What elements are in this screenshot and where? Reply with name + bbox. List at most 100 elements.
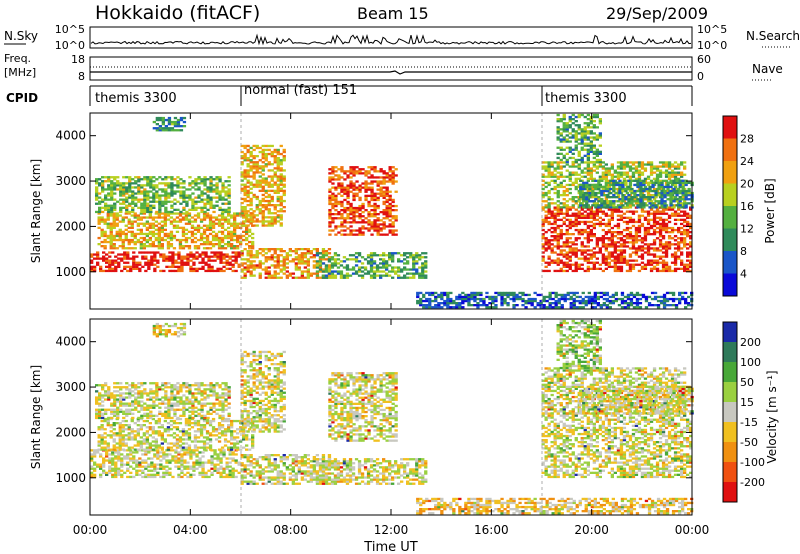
power-echo-cell [337, 174, 341, 177]
power-echo-cell [355, 211, 359, 214]
power-echo-cell [140, 198, 144, 201]
power-echo-cell [388, 229, 392, 232]
power-echo-cell [648, 202, 652, 205]
power-echo-cell [556, 226, 560, 230]
power-echo-cell [607, 261, 611, 264]
power-echo-cell [343, 233, 347, 236]
power-echo-cell [120, 269, 124, 273]
power-echo-cell [342, 266, 347, 269]
power-echo-cell [100, 220, 104, 223]
power-echo-cell [464, 295, 468, 299]
power-echo-cell [656, 306, 661, 309]
power-echo-cell [559, 237, 563, 240]
power-echo-cell [619, 173, 624, 176]
power-echo-cell [122, 182, 126, 185]
power-echo-cell [689, 237, 693, 240]
power-echo-cell [642, 181, 646, 184]
power-echo-cell [127, 247, 131, 250]
power-echo-cell [625, 220, 630, 224]
power-echo-cell [586, 173, 590, 176]
power-echo-cell [126, 253, 130, 256]
power-echo-cell [149, 184, 153, 187]
power-echo-cell [403, 258, 407, 261]
power-echo-cell [681, 297, 685, 301]
power-echo-cell [279, 159, 283, 162]
power-echo-cell [200, 178, 204, 181]
power-echo-cell [452, 302, 456, 305]
power-echo-cell [613, 265, 617, 268]
power-echo-cell [631, 218, 636, 221]
power-echo-cell [646, 218, 651, 221]
power-echo-cell [321, 252, 326, 255]
power-echo-cell [128, 176, 132, 179]
power-echo-cell [240, 157, 244, 160]
power-echo-cell [678, 179, 682, 182]
power-echo-cell [553, 239, 557, 242]
power-echo-cell [653, 291, 658, 295]
power-echo-cell [583, 216, 587, 219]
power-echo-cell [355, 172, 359, 175]
power-echo-cell [303, 262, 307, 265]
power-echo-cell [595, 239, 599, 242]
power-echo-cell [655, 263, 660, 266]
power-echo-cell [130, 230, 134, 233]
power-echo-cell [628, 220, 633, 224]
power-echo-cell [125, 190, 129, 193]
power-echo-cell [560, 297, 564, 301]
power-echo-cell [391, 276, 395, 279]
power-echo-cell [273, 159, 277, 162]
power-echo-cell [122, 184, 126, 187]
power-echo-cell [553, 251, 557, 254]
power-echo-cell [449, 291, 453, 295]
power-echo-cell [578, 295, 582, 299]
power-echo-cell [206, 188, 210, 191]
power-echo-cell [364, 198, 368, 202]
power-echo-cell [574, 212, 578, 215]
power-echo-cell [340, 229, 344, 232]
power-echo-cell [630, 179, 634, 182]
power-echo-cell [625, 241, 630, 244]
power-echo-cell [623, 295, 628, 299]
power-echo-cell [684, 291, 688, 295]
power-echo-cell [178, 220, 183, 223]
power-echo-cell [306, 250, 310, 253]
power-echo-cell [593, 293, 597, 297]
power-echo-cell [640, 171, 645, 174]
power-echo-cell [652, 214, 657, 217]
power-echo-cell [330, 258, 335, 261]
power-echo-cell [640, 267, 645, 270]
power-echo-cell [667, 241, 672, 244]
power-echo-cell [186, 253, 190, 256]
power-echo-cell [370, 182, 374, 185]
power-echo-cell [619, 202, 624, 205]
power-echo-cell [182, 190, 186, 193]
power-echo-cell [196, 230, 201, 233]
power-echo-cell [352, 229, 356, 232]
power-echo-cell [574, 251, 578, 254]
power-echo-cell [128, 194, 132, 197]
power-echo-cell [245, 232, 249, 236]
power-echo-cell [382, 180, 386, 183]
power-echo-cell [163, 234, 167, 238]
power-echo-cell [595, 165, 599, 168]
power-echo-cell [518, 297, 522, 301]
power-echo-cell [255, 169, 259, 172]
power-echo-cell [565, 245, 569, 248]
power-echo-cell [418, 254, 422, 257]
power-echo-cell [595, 171, 599, 174]
power-echo-cell [642, 183, 646, 187]
power-echo-cell [169, 243, 174, 246]
power-echo-cell [110, 192, 114, 195]
power-echo-cell [657, 181, 661, 184]
power-echo-cell [656, 304, 661, 307]
power-echo-cell [246, 185, 250, 188]
power-echo-cell [115, 218, 119, 221]
power-echo-cell [631, 259, 636, 262]
power-echo-cell [651, 189, 655, 193]
power-echo-cell [541, 200, 545, 203]
power-echo-cell [261, 214, 265, 217]
power-echo-cell [133, 234, 137, 238]
power-echo-cell [99, 257, 103, 260]
power-echo-cell [601, 239, 605, 242]
power-echo-cell [636, 200, 640, 203]
